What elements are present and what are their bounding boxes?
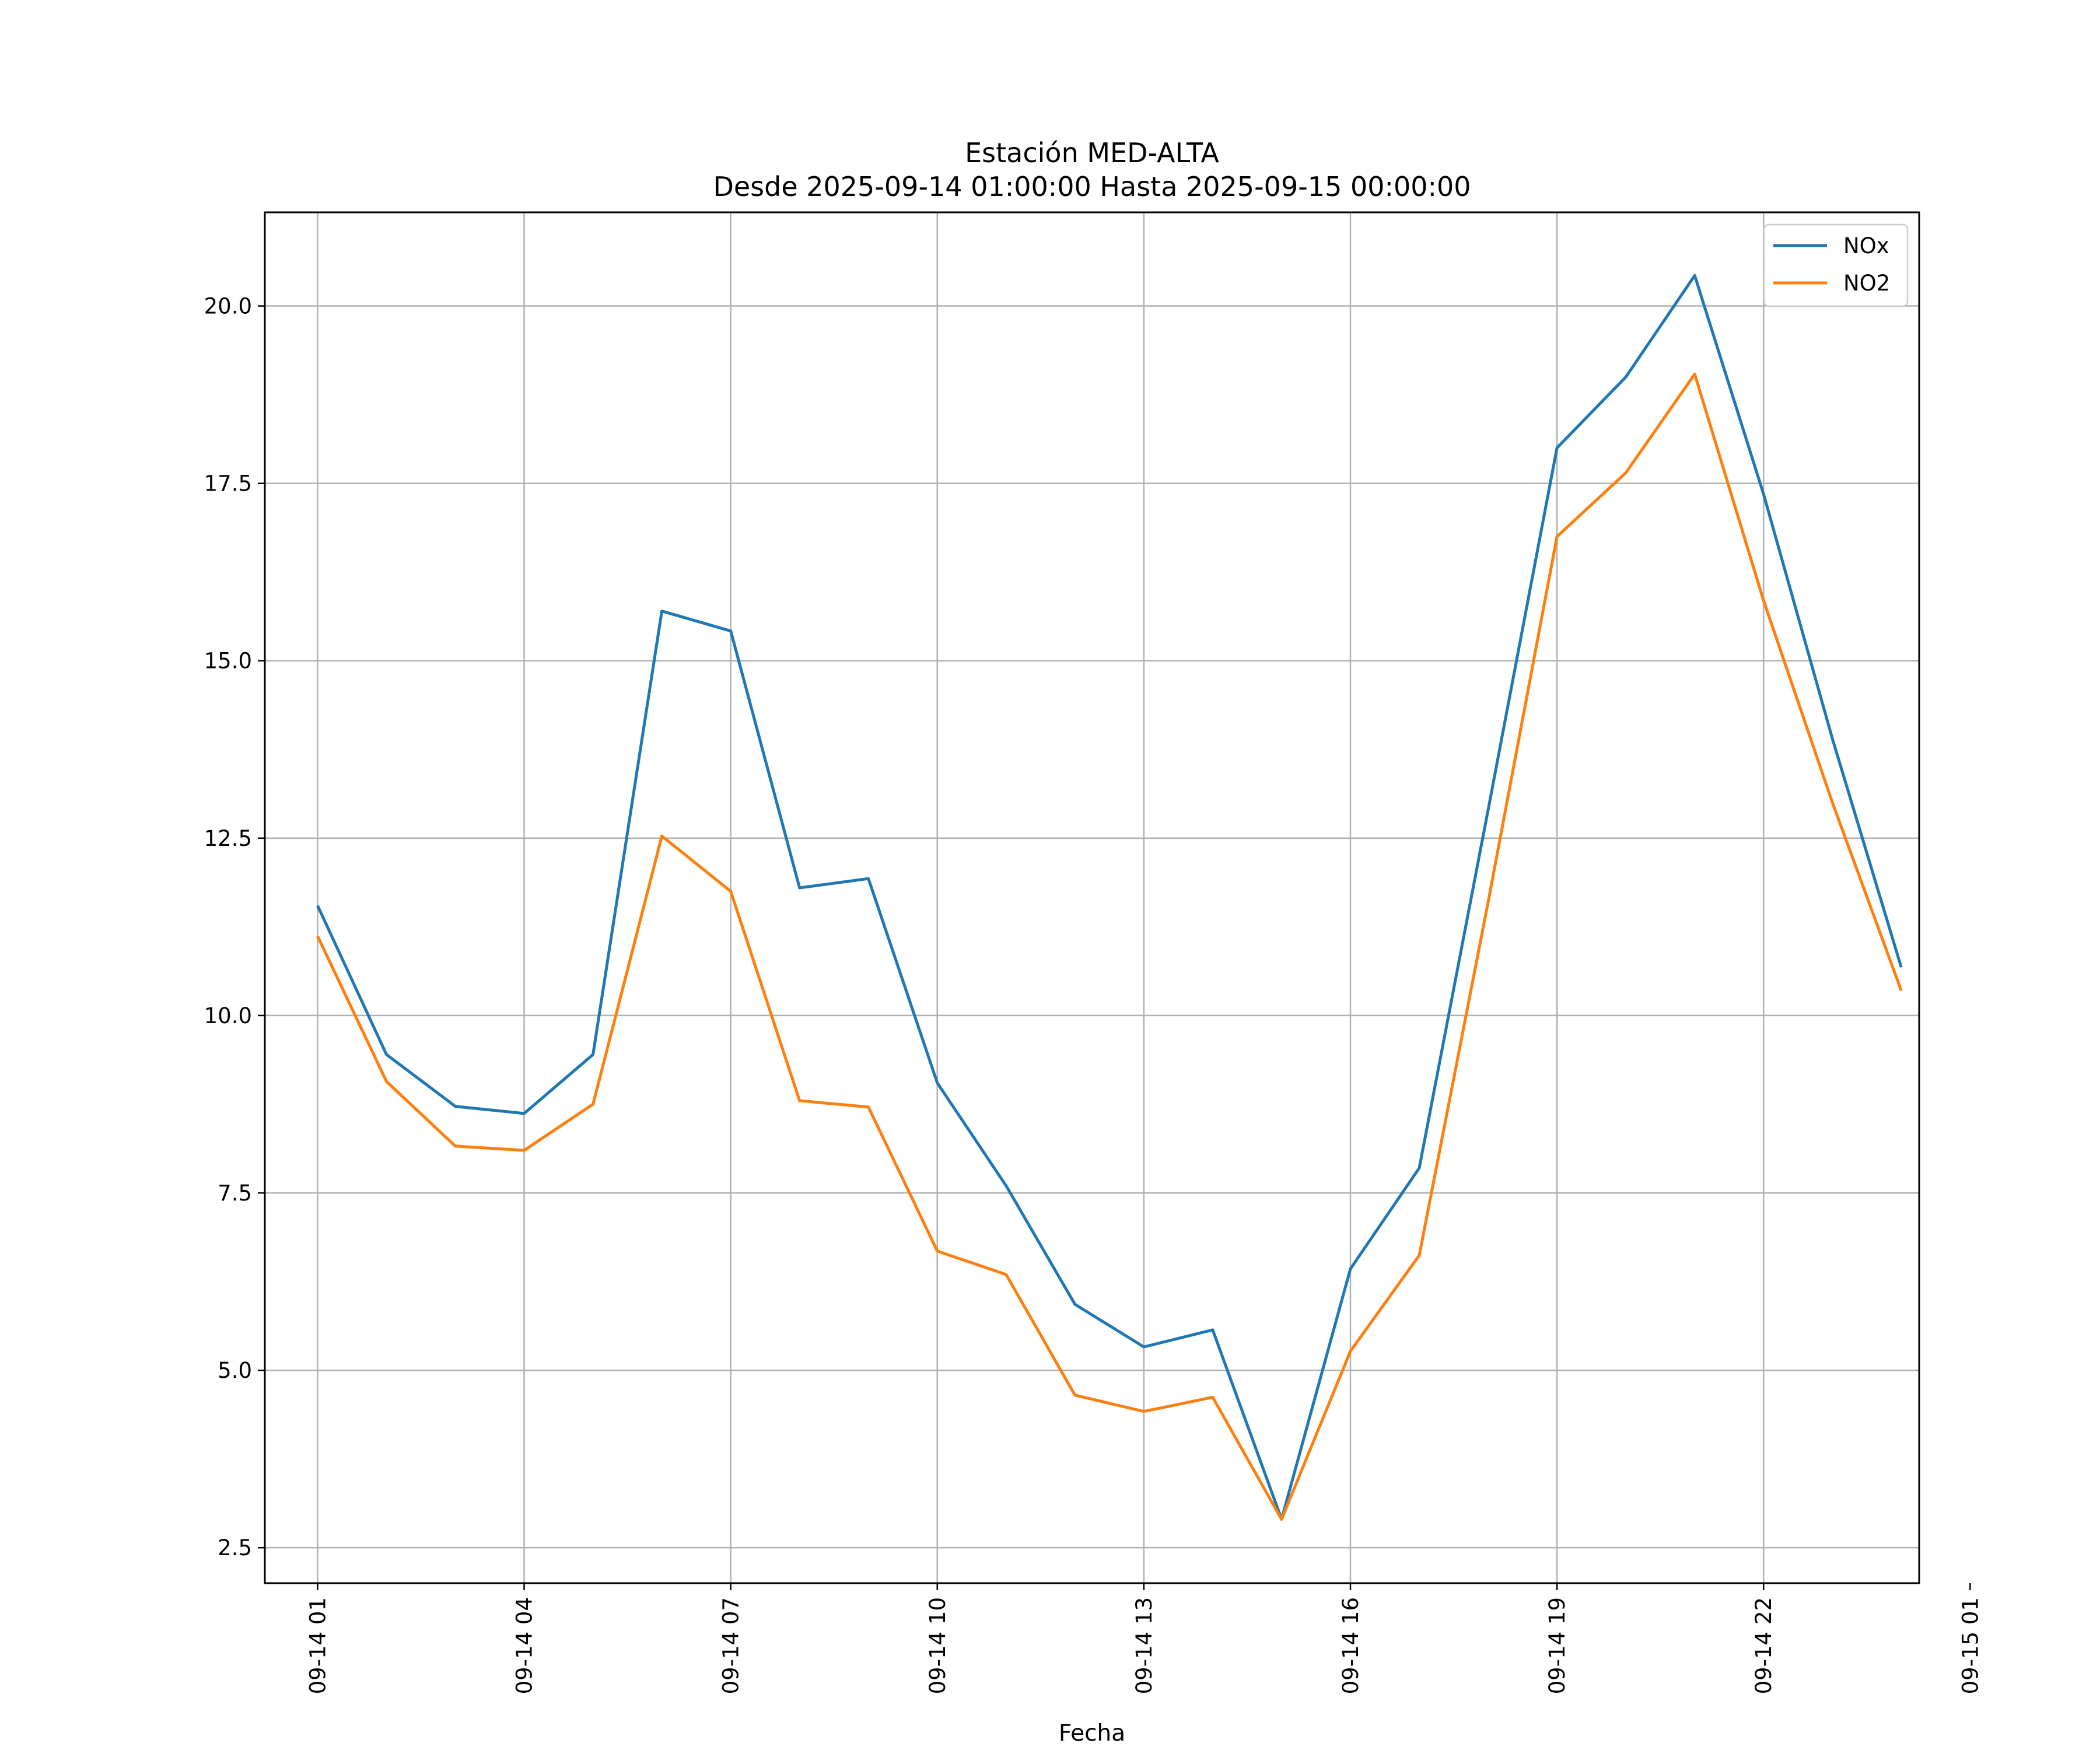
x-tick-label: 09-14 07 [719,1597,744,1694]
chart-subtitle: Desde 2025-09-14 01:00:00 Hasta 2025-09-… [713,171,1471,202]
series-line-no2 [316,372,1903,1521]
y-tick-label: 17.5 [204,471,252,496]
x-tick-label: 09-15 01 [1958,1597,1983,1694]
legend-label-no2: NO2 [1843,271,1890,296]
x-tick-label: 09-14 04 [512,1597,537,1694]
y-tick-label: 20.0 [204,294,252,319]
legend-label-nox: NOx [1843,233,1889,258]
x-axis-ticks: 09-14 01 09-14 04 09-14 07 09-14 10 09-14 13… [305,1583,1983,1694]
x-tick-label: 09-14 13 [1132,1597,1157,1694]
series-line-nox [316,274,1903,1521]
grid [265,212,1919,1583]
y-tick-label: 10.0 [204,1003,252,1028]
y-axis-ticks: 2.5 5.0 7.5 10.0 12.5 15.0 17.5 20.0 [204,294,265,1560]
y-tick-label: 5.0 [218,1358,252,1383]
x-tick-label: 09-14 22 [1751,1597,1776,1694]
x-tick-label: 09-14 19 [1545,1597,1570,1694]
y-tick-label: 15.0 [204,649,252,674]
x-axis-label: Fecha [1059,1720,1125,1746]
y-tick-label: 12.5 [204,826,252,851]
plot-frame [264,211,1920,1584]
y-tick-label: 7.5 [218,1181,252,1206]
x-tick-label: 09-14 01 [305,1597,330,1694]
legend: NOx NO2 [1763,223,1909,307]
x-tick-label: 09-14 16 [1338,1597,1363,1694]
y-tick-label: 2.5 [218,1535,252,1560]
series-layer [316,274,1903,1521]
chart-title: Estación MED-ALTA [965,137,1219,169]
x-tick-label: 09-14 10 [925,1597,950,1694]
